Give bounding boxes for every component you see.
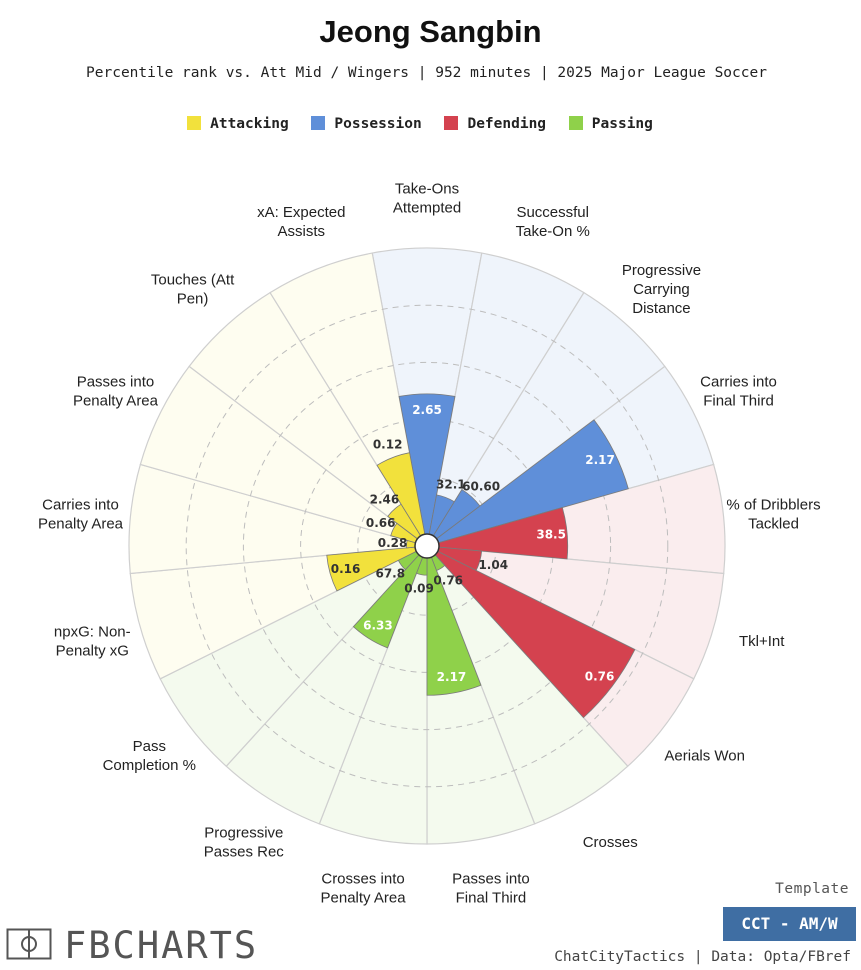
value-label: 0.28: [378, 536, 408, 550]
category-label-line: Final Third: [703, 392, 774, 409]
category-label-line: Penalty Area: [38, 515, 124, 532]
value-label: 60.60: [462, 480, 500, 494]
category-label-line: Aerials Won: [664, 748, 745, 765]
legend-label: Attacking: [210, 116, 289, 132]
template-badge: CCT - AM/W: [723, 907, 856, 941]
category-label-line: npxG: Non-: [54, 624, 131, 641]
value-label: 2.46: [370, 492, 400, 506]
category-label: Crosses into Penalty Area: [321, 871, 407, 907]
category-label-line: Distance: [632, 300, 690, 317]
category-label-line: Carries into: [700, 373, 777, 390]
category-label: Pass Completion %: [103, 738, 196, 774]
category-label: Tkl+Int: [739, 633, 785, 650]
legend-item-passing[interactable]: Passing: [568, 116, 653, 132]
category-label-line: Pen): [177, 290, 209, 307]
value-label: 0.76: [585, 669, 615, 683]
category-label: Carries into Penalty Area: [38, 496, 124, 532]
legend-swatch-passing: [568, 116, 583, 130]
value-label: 0.76: [433, 573, 463, 587]
value-label: 2.17: [437, 670, 467, 684]
value-label: 2.17: [585, 453, 615, 467]
category-label-line: Crosses: [583, 834, 638, 851]
value-label: 1.04: [478, 558, 508, 572]
logo-text: FBCHARTS: [64, 924, 259, 967]
category-label-line: xA: Expected: [257, 204, 345, 221]
category-label-line: Progressive: [204, 824, 283, 841]
category-label-line: Passes Rec: [204, 843, 285, 860]
category-label-line: Take-On %: [516, 223, 590, 240]
legend-label: Defending: [467, 116, 547, 132]
chart-subtitle: Percentile rank vs. Att Mid / Wingers | …: [86, 65, 767, 81]
legend-label: Possession: [334, 116, 422, 132]
category-label-line: Completion %: [103, 757, 196, 774]
category-label: Carries into Final Third: [700, 373, 777, 409]
value-label: 0.12: [373, 437, 403, 451]
data-wedge: [426, 545, 482, 696]
category-label: Touches (Att Pen): [151, 271, 235, 307]
category-label: Passes into Final Third: [452, 871, 530, 907]
data-wedge: [398, 393, 456, 547]
category-label-line: Crosses into: [321, 871, 404, 888]
category-label: Take-Ons Attempted: [393, 181, 461, 217]
category-label-line: Tackled: [748, 515, 799, 532]
value-label: 2.65: [412, 403, 442, 417]
category-label: Progressive Passes Rec: [204, 824, 285, 860]
category-label-line: Attempted: [393, 200, 461, 217]
legend-item-attacking[interactable]: Attacking: [187, 116, 289, 132]
data-wedge: [426, 507, 569, 560]
legend-item-possession[interactable]: Possession: [311, 116, 422, 132]
category-label-line: % of Dribblers: [726, 496, 820, 513]
value-label: 67.8: [375, 567, 405, 581]
category-label: % of Dribblers Tackled: [726, 496, 820, 532]
category-label-line: Pass: [133, 738, 166, 755]
value-label: 0.16: [331, 562, 361, 576]
data-wedge: [426, 545, 636, 719]
grid-circle: [185, 304, 669, 788]
legend: Attacking Possession Defending Passing: [0, 116, 840, 132]
category-label-line: Penalty xG: [56, 643, 129, 660]
soccer-pitch-icon: [6, 928, 52, 960]
category-label-line: Final Third: [456, 890, 527, 907]
category-label-line: Passes into: [452, 871, 530, 888]
category-label-line: Successful: [516, 204, 589, 221]
data-wedge: [352, 545, 428, 649]
category-label-line: Progressive: [622, 262, 701, 279]
category-label: npxG: Non- Penalty xG: [54, 624, 131, 660]
category-label-line: Tkl+Int: [739, 633, 785, 650]
data-credit: ChatCityTactics | Data: Opta/FBref: [554, 949, 851, 965]
legend-label: Passing: [591, 116, 653, 132]
data-wedge: [376, 452, 428, 547]
legend-swatch-possession: [311, 116, 326, 130]
category-label: xA: Expected Assists: [257, 204, 345, 240]
category-label-line: Assists: [278, 223, 326, 240]
data-wedge: [426, 419, 629, 547]
value-label: 6.33: [363, 618, 393, 632]
value-label: 0.66: [366, 516, 396, 530]
category-label: Successful Take-On %: [516, 204, 590, 240]
value-label: 32.1: [436, 477, 466, 491]
grid-circle: [242, 361, 612, 731]
legend-item-defending[interactable]: Defending: [444, 116, 546, 132]
category-label-line: Passes into: [77, 373, 155, 390]
center-circle: [414, 533, 440, 559]
category-label-line: Penalty Area: [321, 890, 407, 907]
category-label: Progressive Carrying Distance: [622, 262, 701, 317]
category-label-line: Carrying: [633, 281, 690, 298]
legend-swatch-defending: [444, 116, 459, 130]
category-label-line: Touches (Att: [151, 271, 235, 288]
legend-swatch-attacking: [187, 116, 202, 130]
value-label: 38.5: [536, 527, 566, 541]
category-label: Crosses: [583, 834, 638, 851]
category-label-line: Carries into: [42, 496, 119, 513]
value-label: 0.09: [404, 581, 434, 595]
category-label-line: Take-Ons: [395, 181, 459, 198]
chart-title: Jeong Sangbin: [319, 14, 542, 49]
data-wedge: [326, 545, 428, 592]
category-label: Passes into Penalty Area: [73, 373, 159, 409]
category-label-line: Penalty Area: [73, 392, 159, 409]
template-label: Template: [775, 881, 849, 897]
category-label: Aerials Won: [664, 748, 745, 765]
